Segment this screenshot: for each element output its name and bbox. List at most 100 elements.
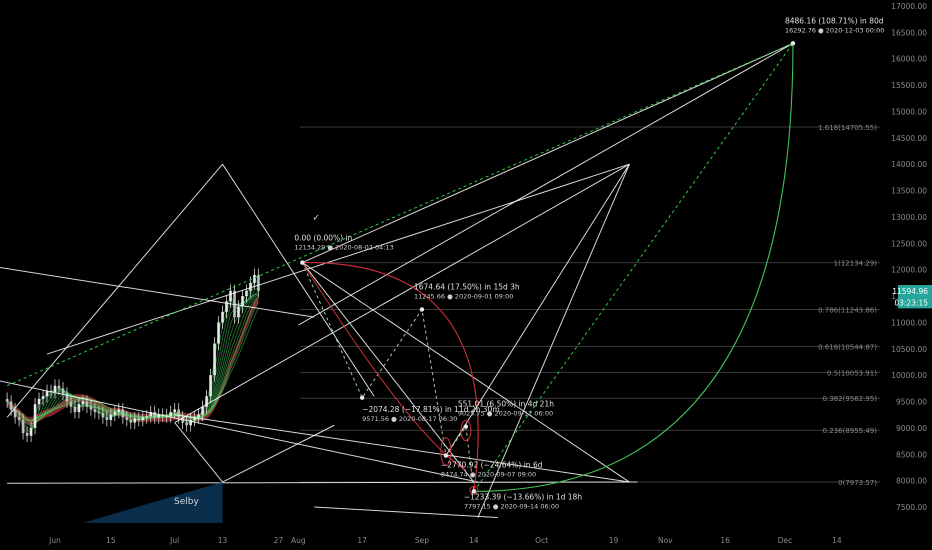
candle-body — [133, 418, 137, 423]
green-dashed-line — [473, 43, 794, 492]
candle-body — [9, 401, 13, 410]
candle-body — [13, 409, 17, 418]
gann-line — [477, 164, 630, 518]
gann-line — [298, 42, 794, 326]
gann-line — [7, 481, 638, 484]
candle-body — [197, 414, 200, 418]
candle-body — [249, 282, 252, 291]
annotation-line2: 9025.75 ● 2020-09-12 06:00 — [458, 410, 553, 418]
red-ellipse — [469, 485, 479, 495]
x-tick-label: Jun — [48, 536, 61, 545]
price-label-text: 03:23:15 — [894, 298, 928, 307]
annotation-line2: 7797.15 ● 2020-09-14 06:00 — [464, 502, 559, 510]
candle-body — [69, 401, 73, 407]
x-tick-label: Jul — [169, 536, 179, 545]
y-tick-label: 17000.00 — [891, 2, 927, 11]
candle-body — [41, 396, 45, 399]
candle-body — [205, 396, 208, 407]
gann-line — [6, 163, 223, 418]
candle-body — [225, 301, 228, 312]
y-tick-label: 14500.00 — [891, 134, 927, 143]
annotation-line1: 1674.64 (17.50%) in 15d 3h — [414, 282, 520, 291]
candle-body — [201, 406, 204, 415]
x-tick-label: 16 — [720, 536, 730, 545]
gann-line — [222, 163, 375, 397]
y-tick-label: 7500.00 — [896, 503, 927, 512]
green-ma-line — [6, 284, 259, 430]
gann-line — [302, 42, 794, 264]
fib-level-label: 0(7973.57) — [838, 479, 877, 487]
candle-body — [17, 417, 21, 420]
candle-body — [221, 311, 224, 323]
x-tick-label: 19 — [609, 536, 619, 545]
gann-line — [174, 422, 223, 483]
green-ma-line — [6, 286, 259, 428]
candle-body — [245, 290, 248, 297]
candle-body — [217, 322, 220, 344]
annotation-line1: 8486.16 (108.71%) in 80d — [785, 16, 884, 25]
gann-line — [314, 506, 498, 519]
gann-line — [301, 262, 475, 483]
annotation-point — [790, 41, 796, 46]
fib-level-label: 1(12134.29) — [834, 260, 878, 268]
annotation-line2: 8474.74 ● 2020-09-07 09:00 — [441, 471, 536, 479]
candle-body — [213, 343, 216, 376]
candle-body — [125, 417, 129, 420]
candle-body — [189, 419, 192, 426]
x-tick-label: Oct — [535, 536, 548, 545]
selby-label: Selby — [174, 497, 199, 507]
candle-body — [89, 406, 93, 410]
y-tick-label: 10500.00 — [891, 345, 927, 354]
candle-body — [29, 427, 33, 436]
candle-body — [33, 404, 37, 428]
x-tick-label: Sep — [415, 536, 429, 545]
candle-body — [169, 412, 172, 417]
green-ma-line — [6, 282, 259, 433]
x-tick-label: 17 — [357, 536, 367, 545]
price-label-text: 11594.96 — [892, 287, 928, 296]
annotation-line1: 551.01 (6.50%) in 4d 21h — [458, 400, 554, 409]
annotation-point — [471, 489, 477, 494]
candle-body — [53, 385, 57, 393]
x-tick-label: 27 — [274, 536, 284, 545]
candle-body — [61, 388, 65, 394]
annotation-point — [463, 424, 469, 429]
candle-body — [145, 416, 149, 418]
annotation-line1: 0.00 (0.00%) in — [294, 234, 352, 243]
candle-body — [149, 412, 153, 417]
red-arc — [302, 262, 479, 492]
red-ellipse — [440, 437, 452, 467]
candle-body — [141, 417, 145, 420]
candle-body — [229, 290, 232, 302]
candle-body — [77, 404, 81, 413]
annotation-line1: −2770.92 (−24.64%) in 6d — [441, 461, 543, 470]
annotation-point — [419, 307, 425, 312]
green-arc — [473, 43, 794, 492]
green-dashed-line — [6, 42, 794, 387]
gann-line — [302, 262, 630, 483]
red-arc-inner — [301, 262, 467, 471]
x-tick-label: 14 — [469, 536, 479, 545]
candle-body — [113, 412, 117, 415]
candle-body — [173, 409, 176, 413]
candle-body — [25, 433, 29, 436]
candle-body — [177, 409, 180, 418]
y-tick-label: 12500.00 — [891, 239, 927, 248]
x-tick-label: Dec — [778, 536, 793, 545]
candle-body — [185, 422, 188, 426]
candle-body — [129, 419, 133, 423]
annotation-line2: 16292.76 ● 2020-12-03 00:00 — [785, 26, 884, 34]
green-ma-line — [6, 307, 259, 422]
y-tick-label: 12000.00 — [891, 266, 927, 275]
y-tick-label: 8500.00 — [896, 450, 927, 459]
y-tick-label: 16000.00 — [891, 55, 927, 64]
candle-body — [45, 390, 49, 397]
y-tick-label: 8000.00 — [896, 477, 927, 486]
candle-body — [209, 375, 212, 397]
y-tick-label: 15500.00 — [891, 81, 927, 90]
y-tick-label: 13000.00 — [891, 213, 927, 222]
candle-body — [93, 409, 97, 413]
gann-line — [174, 414, 630, 483]
